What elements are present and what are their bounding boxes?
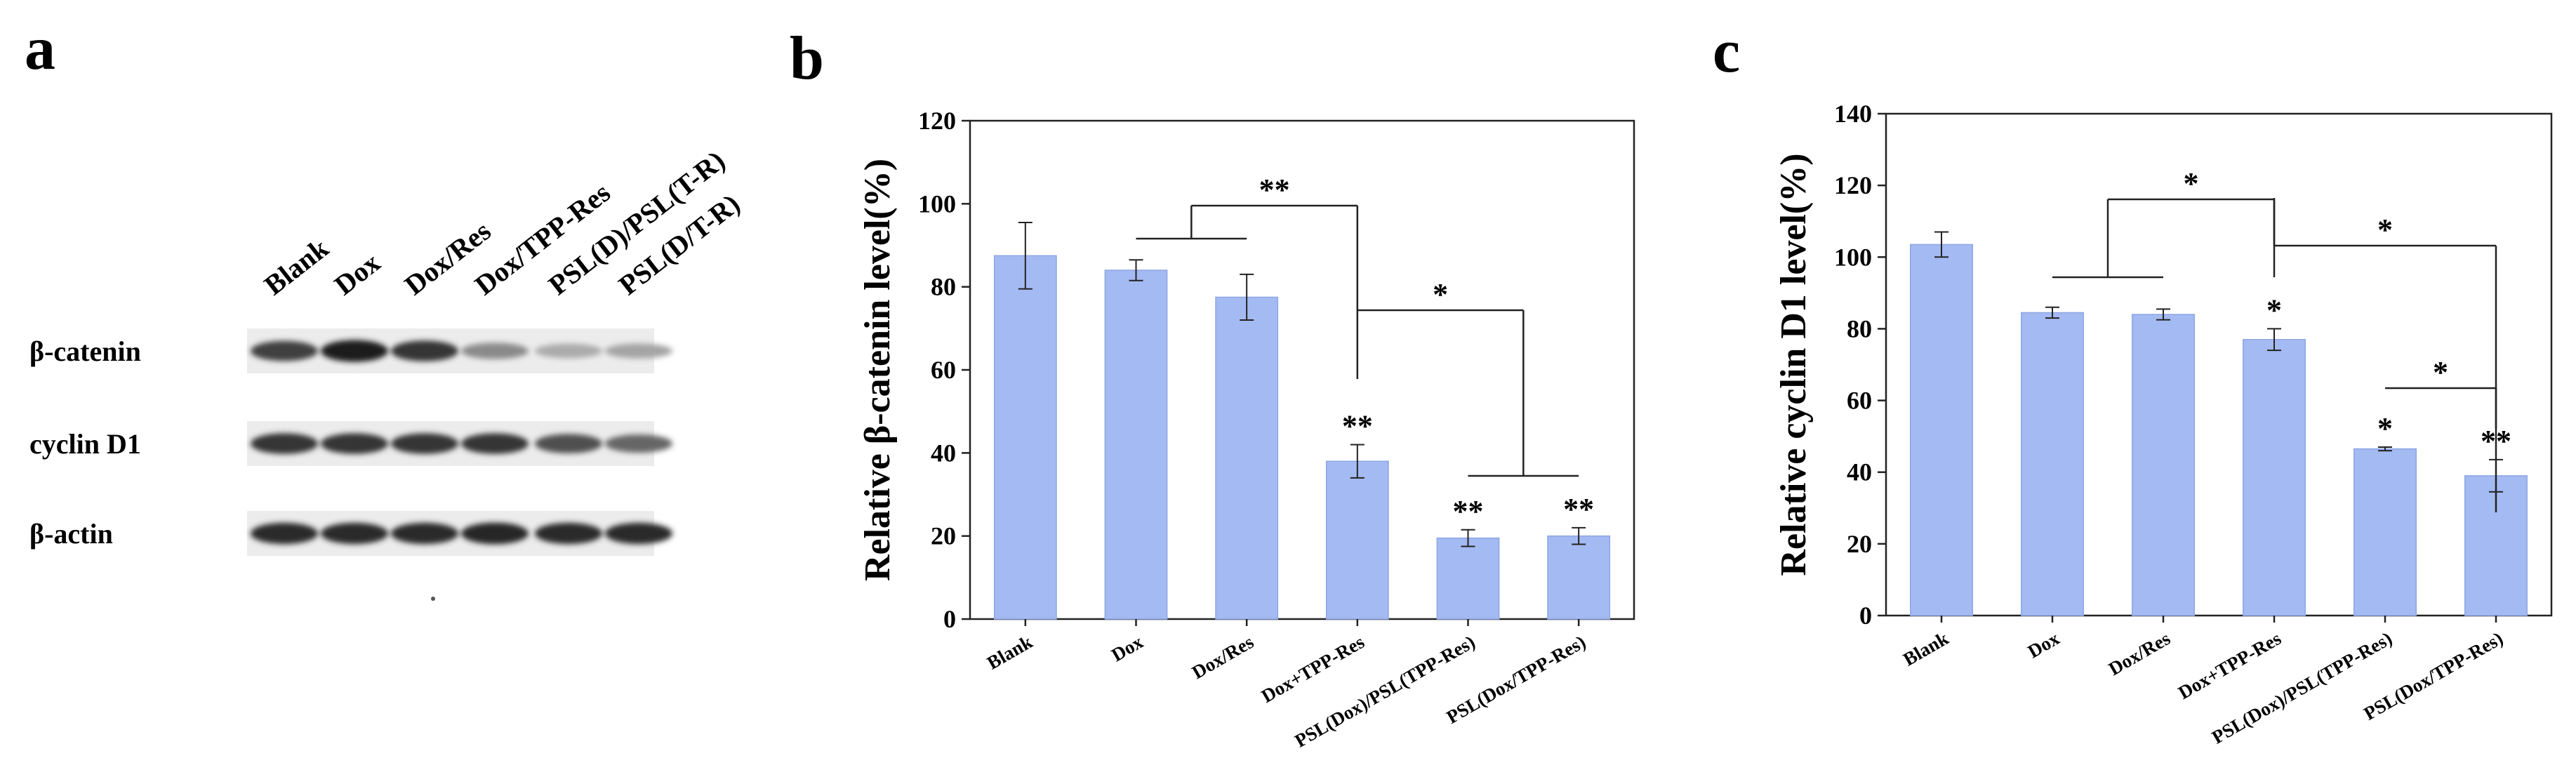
blot-rows	[247, 328, 672, 556]
comparison-bracket: *	[2273, 198, 2497, 512]
blot-band	[461, 433, 529, 454]
panel-letter-c: c	[1713, 18, 1740, 86]
blot-band	[605, 343, 672, 359]
significance-label: *	[2266, 293, 2282, 327]
x-tick-label: Blank	[983, 631, 1036, 674]
bar	[993, 255, 1057, 620]
comparison-label: *	[2433, 355, 2448, 390]
significance-label: **	[1563, 492, 1594, 526]
y-tick-label: 100	[918, 190, 956, 218]
x-tick-label: PSL(Dox)/PSL(TPP-Res)	[2208, 627, 2396, 748]
plot-frame	[969, 119, 1635, 620]
y-tick-label: 0	[1859, 602, 1872, 630]
blot-band	[461, 343, 529, 359]
band-labels: β-catenin cyclin D1 β-actin	[29, 335, 141, 550]
y-tick-label: 60	[1847, 387, 1872, 415]
blot-band	[535, 434, 602, 453]
bar	[1325, 460, 1389, 620]
y-tick-label: 100	[1834, 243, 1872, 271]
bar	[2021, 312, 2084, 616]
band-label: β-catenin	[29, 335, 141, 367]
comparison-bracket: *	[2052, 166, 2276, 279]
comparison-label: **	[1259, 173, 1290, 207]
comparison-label: *	[2377, 213, 2393, 247]
bar	[1215, 296, 1279, 620]
bar	[2132, 314, 2195, 616]
blot-band	[391, 522, 458, 545]
blot-row	[247, 328, 672, 373]
blot-band	[461, 522, 529, 545]
lane-label: Blank	[258, 232, 335, 301]
blot-band	[391, 433, 458, 454]
bar	[1910, 244, 1973, 616]
blot-band	[251, 522, 318, 545]
band-label: β-actin	[29, 518, 113, 550]
blot-row	[247, 421, 672, 466]
blot-speck	[431, 597, 435, 601]
blot-band	[605, 522, 672, 545]
x-tick-label: Dox	[1108, 631, 1147, 665]
y-tick-label: 140	[1834, 100, 1872, 128]
y-tick-label: 120	[918, 107, 956, 135]
blot-band	[251, 340, 318, 361]
blot-band	[321, 433, 388, 454]
bar	[1436, 537, 1500, 620]
significance-label: *	[2377, 411, 2393, 446]
panel-c-cyclin-d1-chart: c 0 20 40 60 80 100 120 140 Relative cyclin D1 l…	[1713, 18, 2553, 748]
x-tick-label: PSL(Dox)/PSL(TPP-Res)	[1292, 631, 1479, 751]
blot-row	[247, 511, 672, 556]
bar	[2243, 339, 2306, 616]
blot-band	[251, 433, 318, 454]
bar	[1104, 270, 1168, 620]
y-tick-label: 120	[1834, 171, 1872, 199]
y-axis-label: Relative cyclin D1 level(%)	[1774, 153, 1814, 576]
significance-label: **	[1342, 409, 1373, 444]
y-axis-label: Relative β-catenin level(%)	[858, 159, 898, 581]
y-tick-label: 60	[931, 356, 956, 384]
panel-b-beta-catenin-chart: b 0 20 40 60 80 100 120 Relative β-catenin leve…	[790, 25, 1635, 752]
bar	[1547, 535, 1611, 620]
y-tick-label: 40	[931, 439, 956, 467]
y-tick-label: 80	[931, 273, 956, 301]
y-tick-label: 20	[931, 522, 956, 550]
chart-b-plot: 0 20 40 60 80 100 120 Relative β-catenin level(…	[858, 107, 1635, 752]
lane-label: Dox	[328, 246, 386, 301]
blot-band	[535, 343, 602, 359]
significance-label: **	[1453, 494, 1484, 529]
blot-band	[321, 340, 388, 362]
plot-frame	[1885, 112, 2553, 617]
x-tick-label: Dox+TPP-Res	[1258, 631, 1368, 707]
y-tick-label: 0	[943, 605, 956, 633]
comparison-label: *	[2184, 166, 2199, 201]
panel-letter-b: b	[790, 25, 824, 93]
x-tick-label: Dox/Res	[1188, 631, 1257, 683]
comparison-bracket: *	[2385, 355, 2497, 428]
blot-band	[391, 340, 458, 361]
y-tick-label: 80	[1847, 314, 1872, 343]
comparison-label: *	[1433, 277, 1448, 312]
y-tick-label: 20	[1847, 530, 1872, 558]
blot-band	[605, 434, 672, 453]
panel-letter-a: a	[25, 15, 55, 83]
chart-c-plot: 0 20 40 60 80 100 120 140 Relative cyclin D1 lev…	[1774, 100, 2553, 748]
band-label: cyclin D1	[29, 428, 141, 460]
blot-band	[321, 522, 388, 545]
x-tick-label: Blank	[1899, 627, 1952, 670]
x-tick-label: Dox/Res	[2105, 627, 2174, 679]
x-tick-label: Dox	[2024, 627, 2064, 662]
comparison-bracket: *	[1357, 277, 1579, 477]
y-tick-label: 40	[1847, 458, 1872, 486]
x-tick-label: Dox+TPP-Res	[2175, 627, 2285, 703]
comparison-bracket: **	[1136, 173, 1359, 379]
blot-band	[535, 522, 602, 545]
bar	[2353, 448, 2417, 616]
